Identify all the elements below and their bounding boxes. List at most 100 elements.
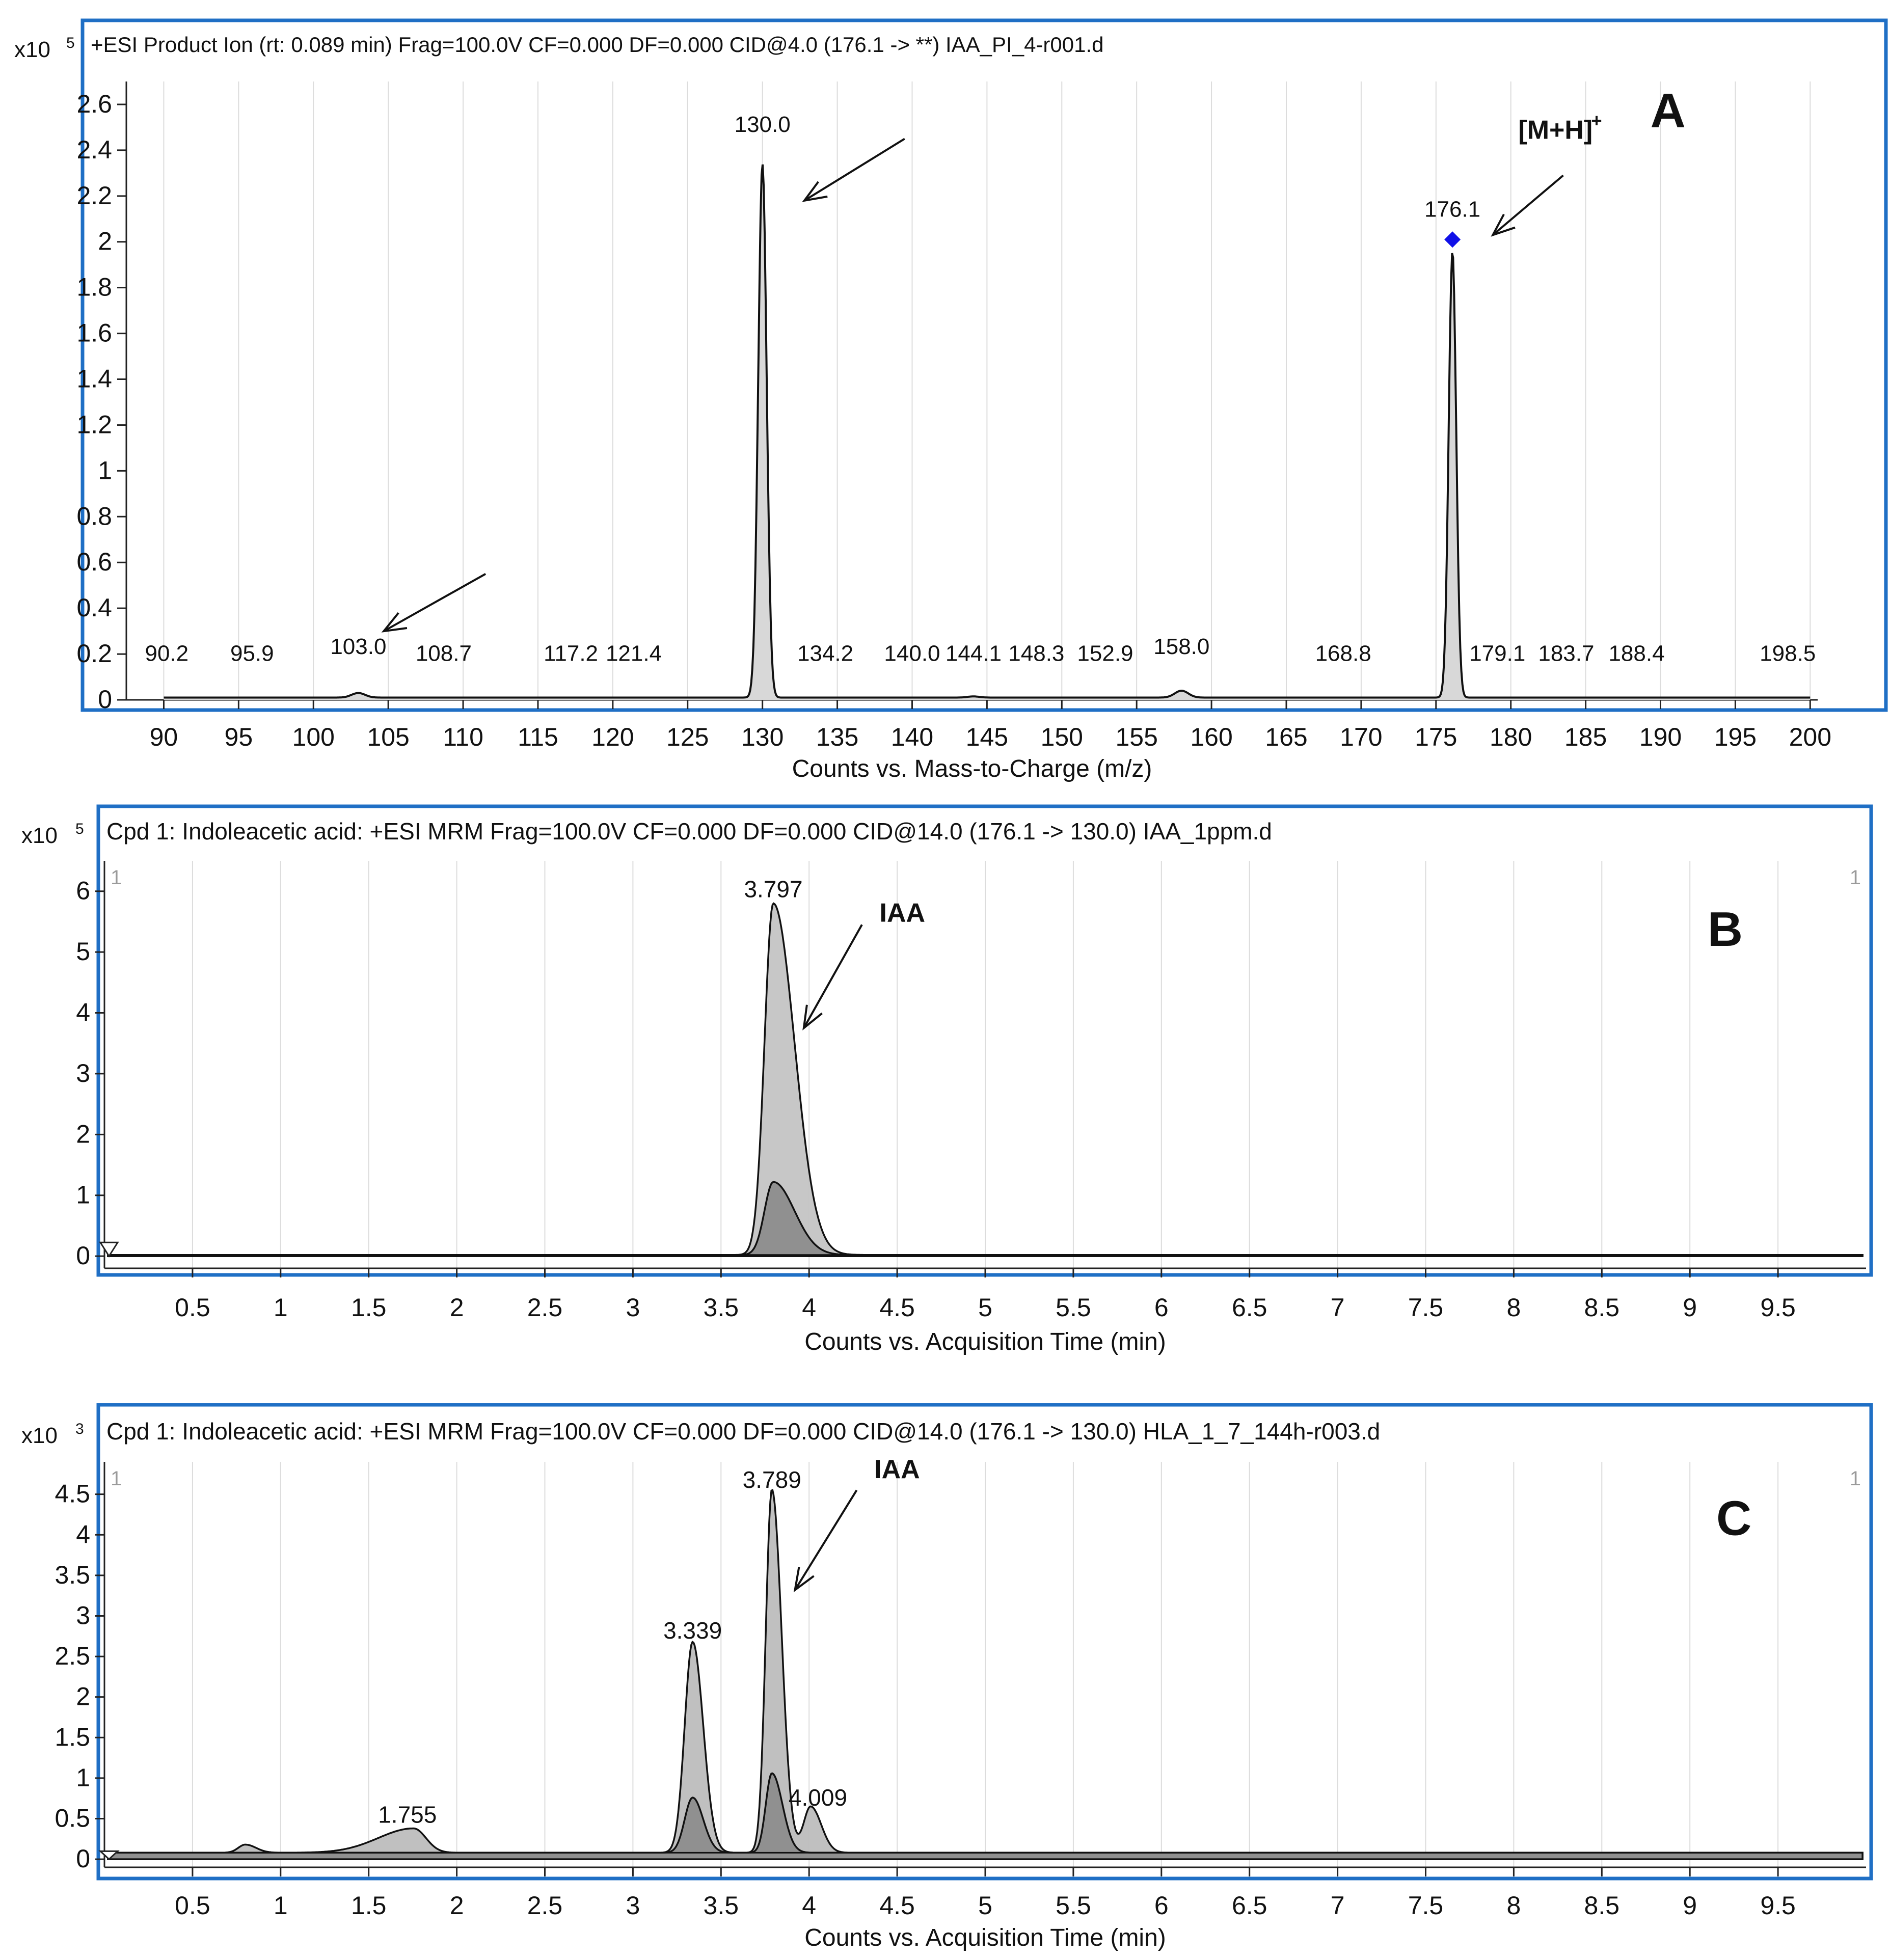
x-tick-label: 95 [225, 723, 253, 751]
peak-label: 148.3 [1008, 641, 1064, 666]
x-tick-label: 8.5 [1584, 1293, 1620, 1322]
peak-label: 152.9 [1077, 641, 1133, 666]
peak-label: 130.0 [735, 112, 791, 137]
arrow-head [802, 181, 828, 202]
peak-label: 158.0 [1153, 634, 1209, 659]
y-tick-label: 4 [76, 1520, 90, 1548]
peak-label: 3.789 [743, 1466, 801, 1493]
x-tick-label: 140 [891, 723, 933, 751]
x-tick-label: 185 [1564, 723, 1607, 751]
y-multiplier: x10 [21, 1423, 58, 1448]
x-tick-label: 4 [802, 1293, 816, 1322]
y-tick-label: 4 [76, 998, 90, 1027]
peak-label: 90.2 [145, 641, 189, 666]
x-tick-label: 6.5 [1232, 1891, 1267, 1920]
y-tick-label: 0.8 [76, 502, 112, 530]
x-tick-label: 4 [802, 1891, 816, 1920]
x-tick-label: 5 [978, 1293, 992, 1322]
x-axis-label: Counts vs. Acquisition Time (min) [804, 1328, 1166, 1355]
x-axis-ticks: 90 95 100 105 110 115 120 125 130 135 140 145 150 155… [150, 700, 1831, 751]
x-tick-label: 175 [1415, 723, 1457, 751]
arrow-head [793, 1566, 815, 1593]
x-tick-label: 3.5 [704, 1891, 739, 1920]
panel-frame [80, 18, 1888, 712]
y-tick-label: 2 [76, 1682, 90, 1711]
y-tick-label: 2.2 [76, 181, 112, 210]
y-tick-label: 0 [98, 685, 112, 714]
panel-a: +ESI Product Ion (rt: 0.089 min) Frag=10… [14, 18, 1888, 782]
peak-label: 1.755 [378, 1801, 437, 1828]
y-tick-label: 2.6 [76, 90, 112, 118]
y-tick-label: 1.6 [76, 319, 112, 347]
x-tick-label: 6 [1154, 1891, 1169, 1920]
y-tick-label: 1 [76, 1763, 90, 1792]
data-traces [107, 1488, 1864, 1860]
annotation-arrows [381, 138, 1564, 633]
peak-label: 95.9 [230, 641, 274, 666]
peak-labels: 3.797 [744, 876, 802, 903]
data-traces [164, 164, 1811, 700]
x-tick-label: 1 [274, 1891, 288, 1920]
annotation-label: IAA [874, 1455, 920, 1484]
x-tick-label: 8.5 [1584, 1891, 1620, 1920]
y-axis-ticks: 0 0.2 0.4 0.6 0.8 1 1.2 1.4 1.6 1.8 2 2.2 2.4 2.6 [76, 90, 126, 714]
peak-label: 168.8 [1315, 641, 1371, 666]
y-multiplier-exponent: 5 [66, 35, 75, 51]
corner-label-right: 1 [1850, 1467, 1861, 1490]
x-tick-label: 7.5 [1408, 1293, 1444, 1322]
peak-label: 103.0 [330, 634, 386, 659]
x-tick-label: 9 [1683, 1891, 1697, 1920]
x-tick-label: 145 [966, 723, 1008, 751]
arrow-head [381, 612, 408, 633]
x-tick-label: 195 [1714, 723, 1757, 751]
y-tick-label: 1.5 [55, 1723, 90, 1751]
x-tick-label: 0.5 [175, 1891, 210, 1920]
x-tick-label: 8 [1506, 1293, 1521, 1322]
chart-title: Cpd 1: Indoleacetic acid: +ESI MRM Frag=… [106, 1418, 1380, 1445]
x-tick-label: 9.5 [1760, 1891, 1796, 1920]
peak-labels: 1.755 3.339 3.789 4.009 [378, 1466, 847, 1828]
x-tick-label: 160 [1190, 723, 1232, 751]
x-tick-label: 5.5 [1056, 1891, 1091, 1920]
x-tick-label: 3 [626, 1293, 640, 1322]
x-tick-label: 125 [666, 723, 709, 751]
peak-label: 4.009 [789, 1784, 847, 1811]
x-tick-label: 0.5 [175, 1293, 210, 1322]
x-axis-ticks: 0.5 1 1.5 2 2.5 3 3.5 4 4.5 5 5.5 6 6.5 7 7.5 8 8.5 9 9.5 [175, 1867, 1796, 1920]
y-tick-label: 2.5 [55, 1642, 90, 1670]
gridlines [163, 81, 1811, 700]
x-tick-label: 2.5 [527, 1891, 563, 1920]
x-tick-label: 2 [450, 1293, 464, 1322]
peak-label: 198.5 [1760, 641, 1816, 666]
y-tick-label: 6 [76, 877, 90, 905]
y-tick-label: 1.2 [76, 410, 112, 439]
peak-label: 179.1 [1469, 641, 1525, 666]
y-tick-label: 1.8 [76, 273, 112, 302]
x-tick-label: 8 [1506, 1891, 1521, 1920]
x-tick-label: 2.5 [527, 1293, 563, 1322]
panel-c: Cpd 1: Indoleacetic acid: +ESI MRM Frag=… [21, 1403, 1873, 1951]
x-tick-label: 2 [450, 1891, 464, 1920]
y-tick-label: 1 [76, 1181, 90, 1209]
x-tick-label: 5.5 [1056, 1293, 1091, 1322]
peak-label: 140.0 [884, 641, 940, 666]
x-tick-label: 120 [591, 723, 634, 751]
chart-title: +ESI Product Ion (rt: 0.089 min) Frag=10… [91, 33, 1104, 57]
arrow-line [803, 138, 905, 202]
x-tick-label: 7 [1331, 1293, 1345, 1322]
panel-frame [96, 1403, 1873, 1881]
panel-letter: B [1708, 902, 1743, 957]
x-tick-label: 165 [1265, 723, 1307, 751]
peak-label: 134.2 [797, 641, 853, 666]
x-tick-label: 190 [1639, 723, 1682, 751]
x-tick-label: 4.5 [879, 1293, 915, 1322]
annotation-superscript: + [1591, 110, 1602, 131]
y-tick-label: 2 [98, 227, 112, 256]
peak-label: 144.1 [946, 641, 1002, 666]
y-multiplier-exponent: 5 [75, 821, 84, 837]
x-tick-label: 6 [1154, 1293, 1169, 1322]
panel-b: Cpd 1: Indoleacetic acid: +ESI MRM Frag=… [21, 804, 1873, 1355]
y-tick-label: 3 [76, 1601, 90, 1629]
annotation-arrows [793, 1489, 858, 1593]
arrow-line [794, 1489, 858, 1591]
